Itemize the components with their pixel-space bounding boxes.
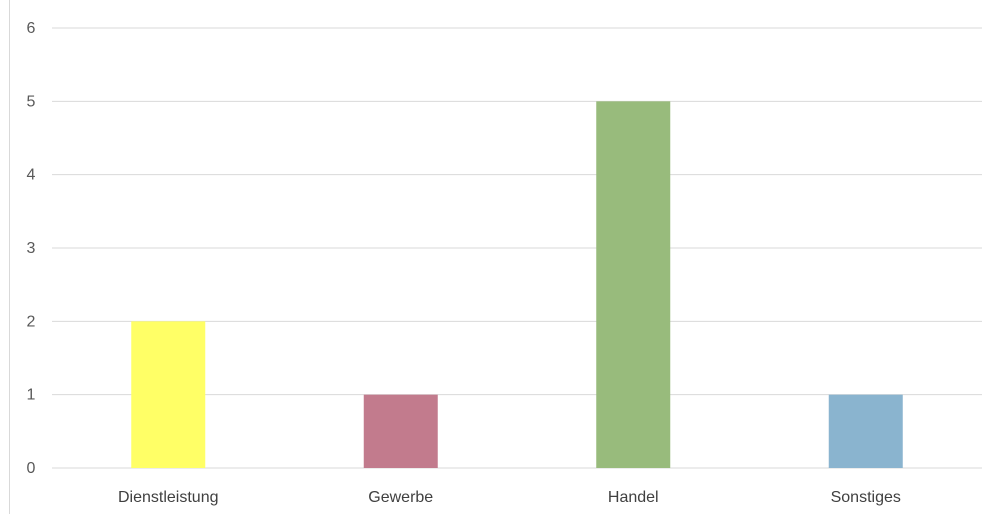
y-axis-tick-labels: 0 1 2 3 4 5 6 — [27, 20, 36, 477]
y-tick-label: 6 — [27, 20, 36, 37]
bar-sonstiges — [828, 394, 903, 468]
bar-handel — [596, 101, 671, 468]
x-category-label: Handel — [608, 489, 659, 506]
y-tick-label: 2 — [27, 313, 36, 330]
x-category-label: Dienstleistung — [118, 489, 219, 506]
y-tick-label: 1 — [27, 387, 36, 404]
y-tick-label: 5 — [27, 93, 36, 110]
bars — [131, 101, 903, 468]
bar-dienstleistung — [131, 321, 206, 468]
y-tick-label: 4 — [27, 167, 36, 184]
bar-gewerbe — [363, 394, 438, 468]
gridlines — [52, 27, 982, 469]
y-tick-label: 0 — [27, 460, 36, 477]
chart-frame-left-border — [9, 0, 10, 514]
x-axis-category-labels: Dienstleistung Gewerbe Handel Sonstiges — [118, 489, 901, 506]
y-tick-label: 3 — [27, 240, 36, 257]
x-category-label: Gewerbe — [368, 489, 433, 506]
x-category-label: Sonstiges — [831, 489, 901, 506]
